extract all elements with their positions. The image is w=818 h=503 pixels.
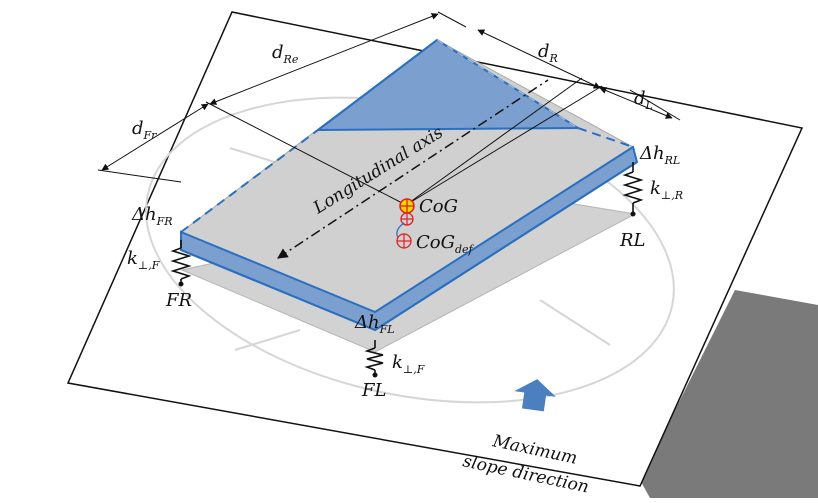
- cog-marker: [400, 199, 414, 213]
- corner-fr-label: FR: [165, 290, 192, 311]
- d-fr-label: dFr: [132, 118, 157, 142]
- spring-rear-left-foot: [631, 212, 636, 217]
- d-r-label: dR: [538, 41, 558, 65]
- corner-rl-label: RL: [619, 230, 646, 251]
- spring-front-left-foot: [373, 373, 378, 378]
- spring-front-right-foot: [179, 282, 184, 287]
- cog-label: CoG: [419, 196, 458, 217]
- corner-fl-label: FL: [361, 380, 386, 401]
- d-l-label: dL: [634, 88, 653, 112]
- cog-def-marker: [397, 234, 411, 248]
